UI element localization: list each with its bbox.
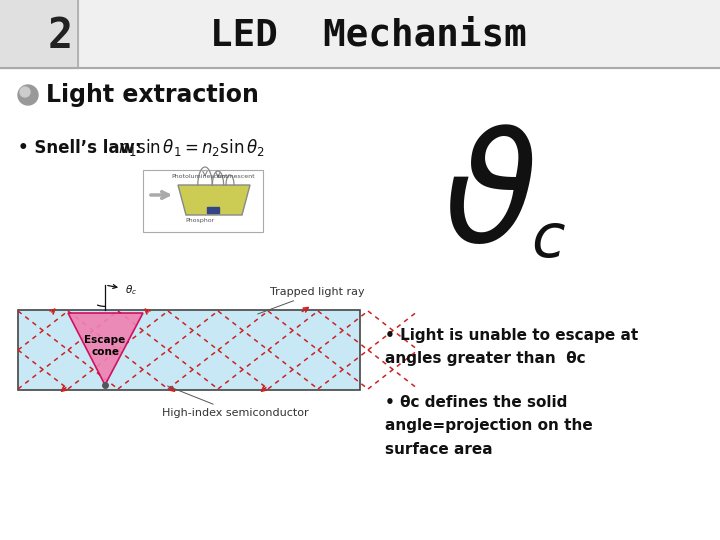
Text: Light extraction: Light extraction: [46, 83, 259, 107]
Bar: [0, 0, 78, 68]
Text: $\theta_c$: $\theta_c$: [125, 283, 138, 297]
Circle shape: [20, 87, 30, 97]
Bar: [18, 310, 360, 390]
Text: High-index semiconductor: High-index semiconductor: [162, 386, 309, 418]
Text: Trapped light ray: Trapped light ray: [258, 287, 364, 314]
Text: $\vartheta$: $\vartheta$: [444, 126, 536, 274]
Text: • Light is unable to escape at
angles greater than  θc: • Light is unable to escape at angles gr…: [385, 328, 638, 367]
Text: Escape
cone: Escape cone: [84, 335, 125, 357]
Text: 2: 2: [48, 15, 73, 57]
Text: $c$: $c$: [531, 210, 565, 270]
Text: Photoluminescent: Photoluminescent: [172, 174, 228, 179]
Circle shape: [18, 85, 38, 105]
Text: Phosphor: Phosphor: [185, 218, 215, 223]
Bar: [207, 207, 219, 213]
Polygon shape: [68, 313, 143, 385]
Polygon shape: [178, 185, 250, 215]
Text: • Snell’s law:: • Snell’s law:: [18, 139, 142, 157]
Text: LED  Mechanism: LED Mechanism: [210, 18, 527, 54]
Text: • θc defines the solid
angle=projection on the
surface area: • θc defines the solid angle=projection …: [385, 395, 593, 457]
Text: $n_1\sin\theta_1 = n_2\sin\theta_2$: $n_1\sin\theta_1 = n_2\sin\theta_2$: [118, 138, 265, 159]
Text: luminescent: luminescent: [217, 174, 256, 179]
Bar: [0, 0, 720, 68]
Bar: [143, 170, 263, 232]
